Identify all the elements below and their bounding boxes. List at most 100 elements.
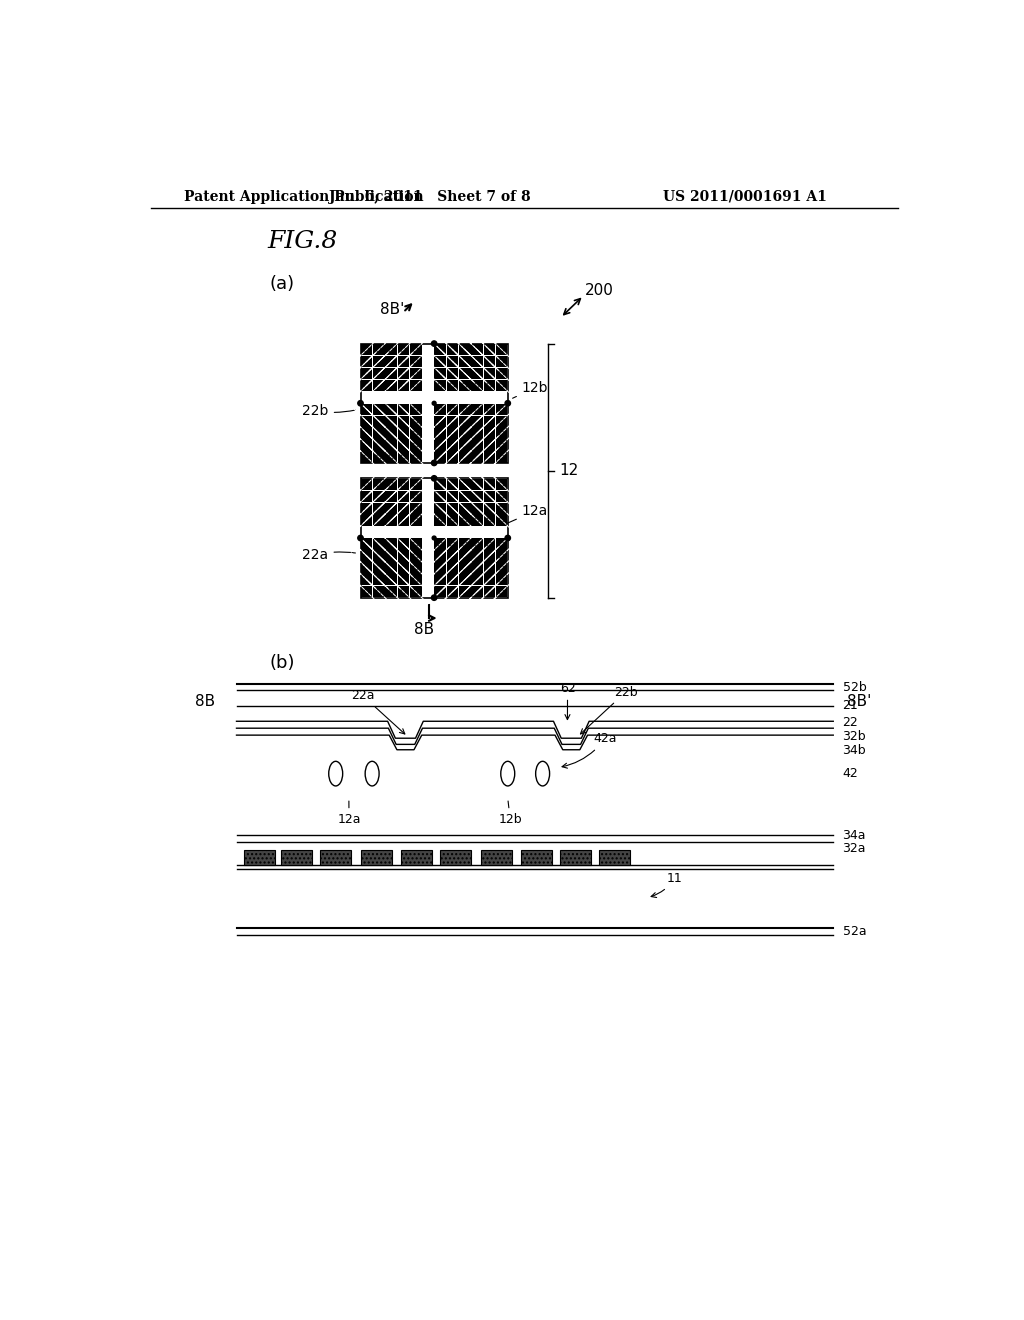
Circle shape bbox=[432, 536, 436, 540]
Bar bbox=[446, 515, 459, 525]
Bar bbox=[410, 586, 422, 598]
Bar bbox=[459, 574, 471, 586]
Bar bbox=[471, 380, 483, 391]
Bar bbox=[483, 539, 496, 549]
Bar bbox=[434, 345, 446, 355]
Bar bbox=[434, 515, 446, 525]
Bar bbox=[373, 539, 385, 549]
Bar bbox=[385, 416, 397, 426]
Text: 12b: 12b bbox=[499, 801, 522, 826]
Bar bbox=[459, 356, 471, 367]
Circle shape bbox=[357, 536, 364, 541]
Bar bbox=[434, 550, 446, 561]
Bar bbox=[496, 586, 508, 598]
Bar bbox=[360, 586, 373, 598]
Bar bbox=[385, 428, 397, 438]
Bar bbox=[360, 380, 373, 391]
Circle shape bbox=[432, 401, 436, 405]
Bar bbox=[410, 491, 422, 502]
Text: US 2011/0001691 A1: US 2011/0001691 A1 bbox=[663, 190, 826, 203]
Bar bbox=[471, 479, 483, 490]
Bar bbox=[397, 479, 410, 490]
Text: 34b: 34b bbox=[843, 744, 866, 758]
Text: 62: 62 bbox=[560, 681, 575, 719]
Bar bbox=[410, 404, 422, 414]
Bar bbox=[434, 416, 446, 426]
Bar bbox=[496, 345, 508, 355]
Bar bbox=[385, 404, 397, 414]
Bar bbox=[410, 451, 422, 462]
Bar bbox=[446, 451, 459, 462]
Bar bbox=[459, 491, 471, 502]
Bar bbox=[483, 562, 496, 573]
Bar bbox=[480, 850, 512, 866]
Bar bbox=[385, 539, 397, 549]
Bar bbox=[434, 451, 446, 462]
Text: 42: 42 bbox=[843, 767, 858, 780]
Bar bbox=[397, 380, 410, 391]
Bar bbox=[434, 539, 446, 549]
Text: 22a: 22a bbox=[351, 689, 404, 734]
Bar bbox=[360, 343, 508, 463]
Bar bbox=[483, 515, 496, 525]
Bar bbox=[496, 440, 508, 450]
Bar bbox=[496, 515, 508, 525]
Text: (a): (a) bbox=[270, 275, 295, 293]
Bar bbox=[373, 345, 385, 355]
Bar bbox=[397, 404, 410, 414]
Text: 22a: 22a bbox=[302, 548, 355, 562]
Bar bbox=[385, 550, 397, 561]
Bar bbox=[446, 380, 459, 391]
Text: 32a: 32a bbox=[843, 842, 866, 855]
Ellipse shape bbox=[366, 762, 379, 785]
Bar bbox=[397, 503, 410, 513]
Bar bbox=[446, 356, 459, 367]
Text: 8B: 8B bbox=[196, 694, 216, 709]
Bar bbox=[360, 479, 373, 490]
Bar bbox=[471, 586, 483, 598]
Bar bbox=[560, 850, 592, 866]
Bar bbox=[434, 586, 446, 598]
Bar bbox=[459, 440, 471, 450]
Bar bbox=[321, 850, 351, 866]
Bar bbox=[434, 356, 446, 367]
Text: FIG.8: FIG.8 bbox=[267, 230, 338, 253]
Ellipse shape bbox=[501, 762, 515, 785]
Bar bbox=[434, 562, 446, 573]
Bar bbox=[483, 368, 496, 379]
Bar bbox=[459, 368, 471, 379]
Bar bbox=[373, 380, 385, 391]
Bar bbox=[459, 550, 471, 561]
Bar bbox=[446, 574, 459, 586]
Bar bbox=[385, 368, 397, 379]
Bar bbox=[446, 539, 459, 549]
Bar bbox=[397, 345, 410, 355]
Text: 8B': 8B' bbox=[847, 694, 871, 709]
Bar bbox=[496, 479, 508, 490]
Bar bbox=[459, 515, 471, 525]
Bar bbox=[360, 428, 373, 438]
Bar bbox=[385, 562, 397, 573]
Text: 42a: 42a bbox=[562, 733, 616, 768]
Bar bbox=[496, 416, 508, 426]
Bar bbox=[483, 503, 496, 513]
Text: 32b: 32b bbox=[843, 730, 866, 743]
Bar bbox=[459, 380, 471, 391]
Bar bbox=[360, 356, 373, 367]
Bar bbox=[385, 574, 397, 586]
Bar bbox=[397, 491, 410, 502]
Bar bbox=[471, 451, 483, 462]
Text: (b): (b) bbox=[270, 653, 295, 672]
Bar bbox=[385, 515, 397, 525]
Bar bbox=[483, 428, 496, 438]
Bar bbox=[483, 451, 496, 462]
Text: 12: 12 bbox=[560, 463, 579, 478]
Bar bbox=[483, 491, 496, 502]
Bar bbox=[410, 562, 422, 573]
Bar bbox=[397, 562, 410, 573]
Bar bbox=[459, 539, 471, 549]
Bar bbox=[397, 515, 410, 525]
Bar bbox=[385, 356, 397, 367]
Text: 52a: 52a bbox=[843, 925, 866, 939]
Text: 8B: 8B bbox=[414, 622, 434, 638]
